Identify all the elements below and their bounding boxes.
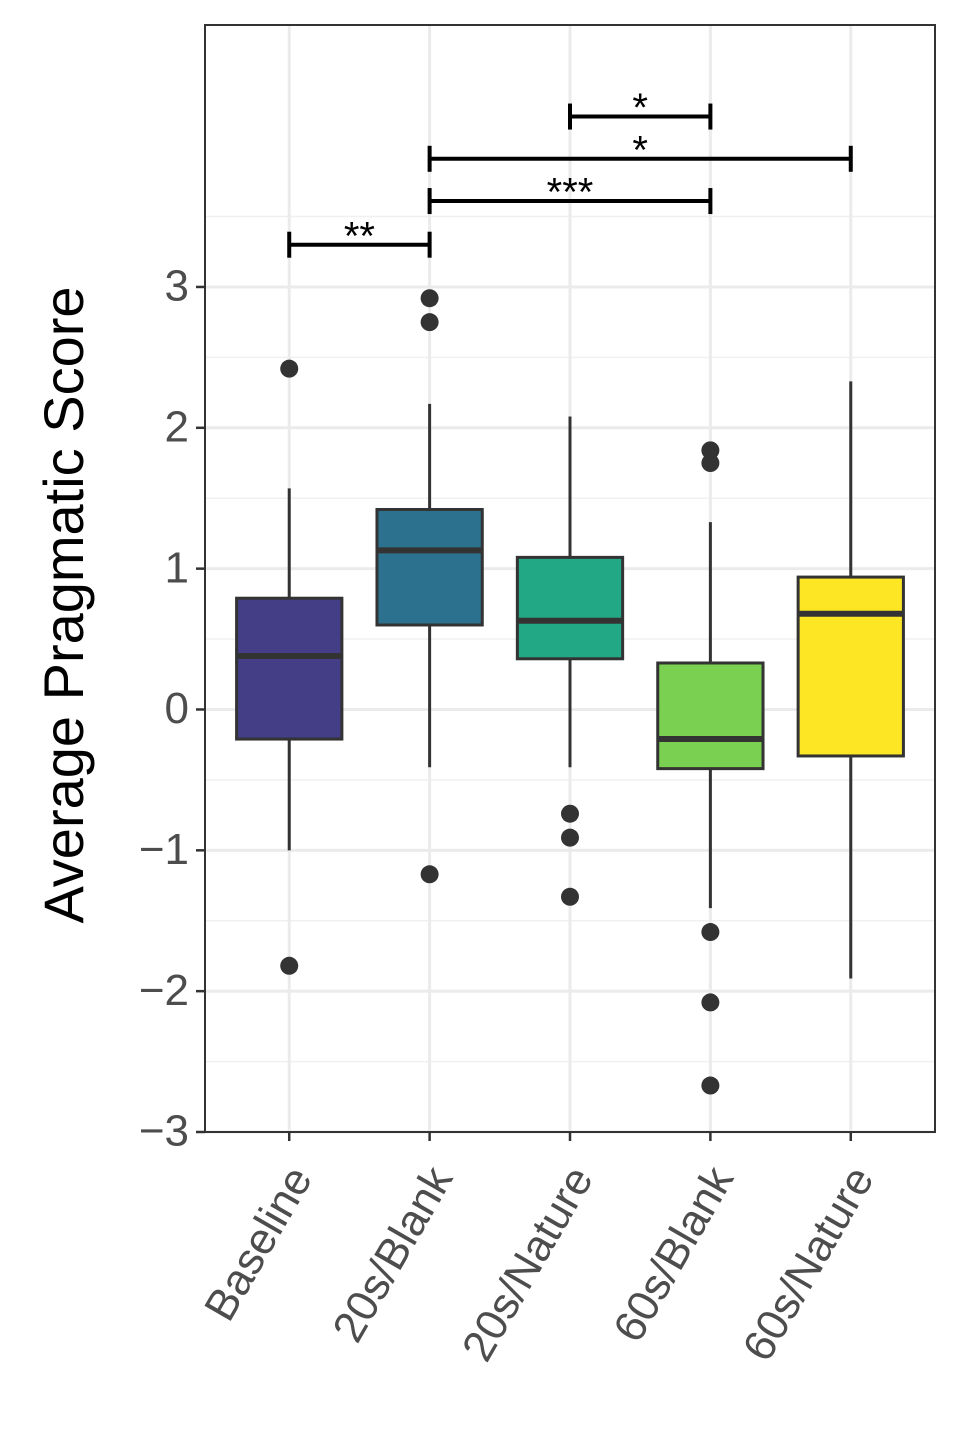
box — [796, 575, 905, 758]
x-tick-label: 20s/Nature — [453, 1158, 603, 1369]
sig-label: * — [632, 86, 648, 130]
outlier — [280, 359, 299, 378]
box — [235, 596, 344, 741]
y-tick-label: −1 — [139, 825, 189, 874]
outlier — [561, 887, 579, 906]
y-axis-title: Average Pragmatic Score — [32, 286, 95, 923]
outlier — [561, 804, 579, 823]
outlier — [701, 923, 720, 942]
outlier — [701, 441, 720, 460]
outlier — [701, 1076, 720, 1095]
sig-label: *** — [547, 171, 594, 215]
outlier — [420, 313, 439, 332]
x-tick-label: 20s/Blank — [323, 1157, 463, 1350]
outlier — [420, 289, 439, 308]
x-tick-label: 60s/Blank — [604, 1157, 744, 1350]
outlier — [701, 454, 720, 473]
x-tick-label: Baseline — [195, 1158, 322, 1329]
x-tick-label: 60s/Nature — [733, 1158, 883, 1369]
box — [515, 555, 625, 661]
y-tick-label: 0 — [165, 684, 189, 733]
outlier — [561, 828, 579, 847]
sig-label: * — [632, 128, 648, 172]
box — [375, 507, 484, 627]
outlier — [420, 865, 439, 884]
outlier — [280, 956, 299, 975]
y-tick-label: −2 — [139, 966, 189, 1015]
y-tick-label: 1 — [165, 543, 189, 592]
sig-label: ** — [344, 214, 375, 258]
y-tick-label: 2 — [165, 402, 189, 451]
outlier — [701, 993, 720, 1012]
y-tick-label: −3 — [139, 1107, 189, 1156]
y-tick-label: 3 — [165, 262, 189, 311]
box — [656, 661, 765, 771]
